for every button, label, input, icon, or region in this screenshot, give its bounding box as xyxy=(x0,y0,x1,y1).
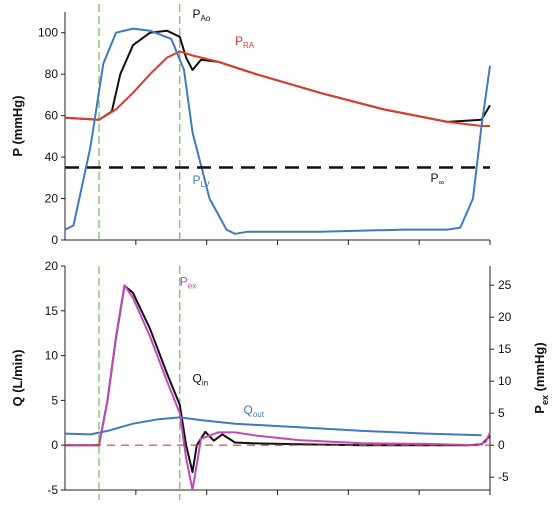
series-label: PAo xyxy=(193,7,211,23)
y-axis-label: P (mmHg) xyxy=(10,95,25,156)
y-tick-label: 100 xyxy=(38,26,58,40)
series-p-lv-line xyxy=(64,27,491,235)
y-tick-label: 20 xyxy=(45,259,59,273)
y-axis-label: Q (L/min) xyxy=(10,349,25,406)
y-tick-label: 0 xyxy=(51,233,58,247)
series-label: PLV xyxy=(193,173,211,189)
series-p-ex-line xyxy=(65,284,491,491)
series-label: Qin xyxy=(193,371,209,387)
y-tick-label: 20 xyxy=(45,192,59,206)
y2-tick-label: 5 xyxy=(498,406,505,420)
series-label: Qout xyxy=(244,403,265,419)
series-label: P∞ xyxy=(431,171,445,187)
series-label: PRA xyxy=(235,34,255,50)
series-p-ra-line xyxy=(64,50,490,127)
y-tick-label: 10 xyxy=(45,349,59,363)
series-p-ao-line xyxy=(64,29,491,123)
series-q-out-line xyxy=(64,416,482,437)
y-tick-label: 40 xyxy=(45,150,59,164)
y2-tick-label: 10 xyxy=(498,374,512,388)
y-tick-label: 60 xyxy=(45,109,59,123)
y-tick-label: 15 xyxy=(45,304,59,318)
y2-tick-label: 0 xyxy=(498,438,505,452)
y2-tick-label: 20 xyxy=(498,310,512,324)
y2-tick-label: -5 xyxy=(498,470,509,484)
y-tick-label: -5 xyxy=(47,483,58,497)
y-tick-label: 80 xyxy=(45,67,59,81)
y-tick-label: 5 xyxy=(51,393,58,407)
y2-tick-label: 25 xyxy=(498,278,512,292)
y-tick-label: 0 xyxy=(51,438,58,452)
y2-axis-label: Pex (mmHg) xyxy=(532,342,550,413)
series-label: Pex xyxy=(180,275,196,291)
y2-tick-label: 15 xyxy=(498,342,512,356)
